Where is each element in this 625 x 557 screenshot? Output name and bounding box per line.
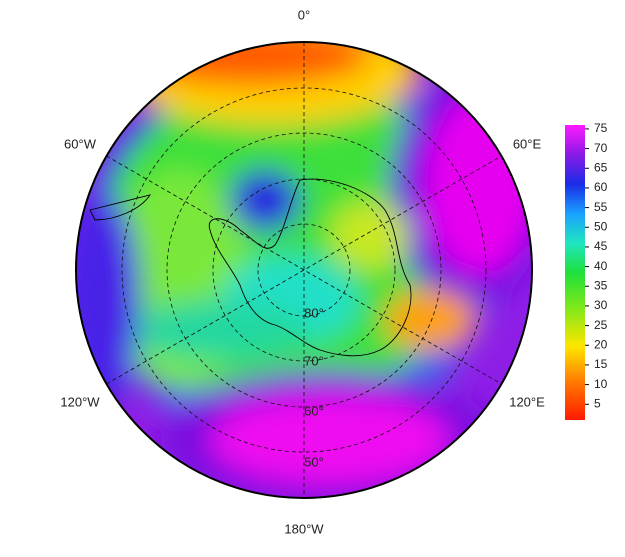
colorbar-tick-label: 20: [594, 337, 608, 351]
colorbar-ticks: 5 10 15 20 25 30 35 40 45 50 55 60 65 70 75: [585, 121, 608, 410]
longitude-label: 120°E: [509, 394, 545, 409]
longitude-label: 180°W: [284, 521, 324, 536]
colorbar-tick-label: 15: [594, 357, 608, 371]
colorbar-tick-label: 55: [594, 200, 608, 214]
longitude-label: 120°W: [60, 394, 100, 409]
longitude-label: 60°W: [64, 136, 97, 151]
latitude-label: 50°: [304, 454, 324, 469]
latitude-label: 80°: [304, 305, 324, 320]
latitude-label: 60°: [304, 403, 324, 418]
coastline: [208, 178, 412, 357]
coastline: [89, 194, 152, 221]
colorbar-tick-label: 75: [594, 121, 608, 135]
graticule: [106, 42, 502, 498]
colorbar-tick-label: 45: [594, 239, 608, 253]
colorbar-tick-label: 5: [594, 396, 601, 410]
map-border: [75, 41, 533, 499]
colorbar-tick-label: 25: [594, 318, 608, 332]
colorbar-tick-label: 40: [594, 259, 608, 273]
colorbar-tick-label: 10: [594, 377, 608, 391]
colorbar-tick-label: 70: [594, 141, 608, 155]
latitude-label: 70°: [304, 353, 324, 368]
field: [76, 42, 532, 498]
longitude-label: 0°: [298, 7, 310, 22]
longitude-label: 60°E: [513, 136, 542, 151]
colorbar-tick-label: 50: [594, 219, 608, 233]
colorbar-tick-label: 60: [594, 180, 608, 194]
colorbar-tick-label: 30: [594, 298, 608, 312]
colorbar: [565, 125, 585, 420]
colorbar-tick-label: 65: [594, 160, 608, 174]
colorbar-tick-label: 35: [594, 278, 608, 292]
